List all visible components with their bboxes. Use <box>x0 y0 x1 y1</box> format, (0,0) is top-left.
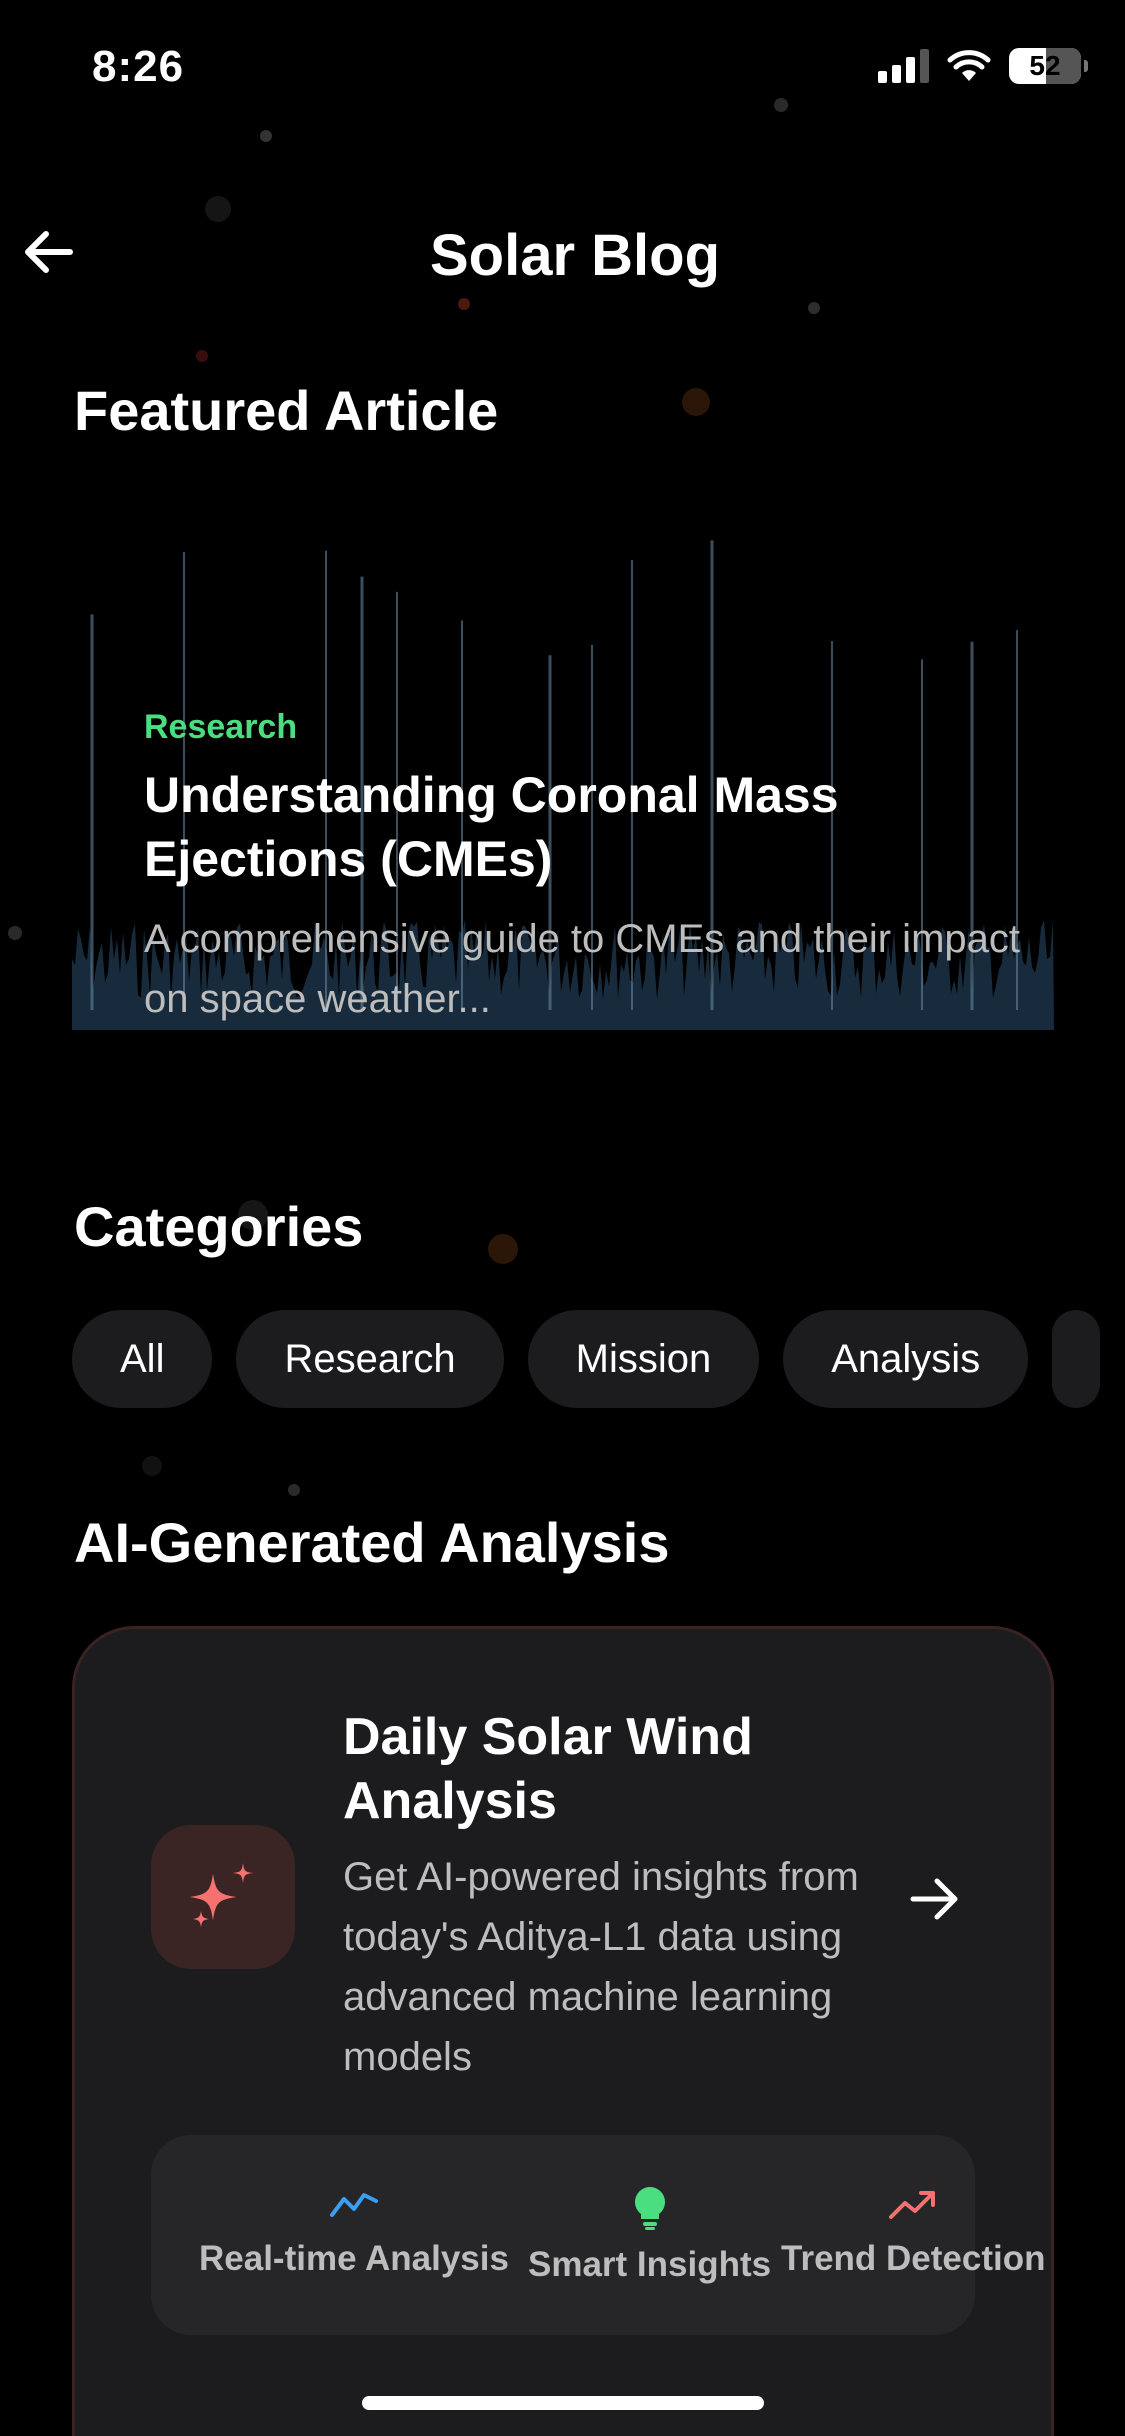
chart-noise-band <box>72 920 1054 1030</box>
home-indicator <box>362 2396 764 2410</box>
featured-title: Understanding Coronal Mass Ejections (CM… <box>144 767 839 887</box>
battery-icon: 52 <box>1009 48 1088 84</box>
category-chips: All Research Mission Analysis <box>72 1310 1101 1408</box>
line-chart-icon <box>329 2193 378 2217</box>
lightbulb-icon <box>634 2187 665 2230</box>
featured-article-card[interactable]: Research Understanding Coronal Mass Ejec… <box>72 490 1054 1090</box>
star-dot <box>260 130 272 142</box>
star-dot <box>288 1484 300 1496</box>
featured-background-chart <box>72 540 1054 1030</box>
ai-analysis-section-title: AI-Generated Analysis <box>74 1511 670 1574</box>
star-dot <box>488 1234 518 1264</box>
ai-card-title: Daily Solar Wind Analysis <box>343 1708 753 1830</box>
categories-section-title: Categories <box>74 1195 364 1258</box>
star-dot <box>8 926 22 940</box>
star-dot <box>458 298 470 310</box>
battery-level: 52 <box>1029 50 1061 81</box>
featured-text: Research Understanding Coronal Mass Ejec… <box>144 708 1024 1029</box>
category-chip-research[interactable]: Research <box>236 1310 504 1408</box>
feature-real-time-analysis: Real-time Analysis <box>199 2185 509 2279</box>
category-chip-mission[interactable]: Mission <box>527 1310 760 1408</box>
arrow-right-icon[interactable] <box>905 1869 965 1929</box>
feature-trend-detection: Trend Detection <box>781 2185 1045 2279</box>
featured-category: Research <box>144 708 298 746</box>
star-dot <box>682 388 710 416</box>
page-title: Solar Blog <box>429 223 721 288</box>
star-dot <box>196 350 208 362</box>
star-dot <box>808 302 820 314</box>
category-chip-all[interactable]: All <box>72 1310 213 1408</box>
category-chip-more[interactable] <box>1052 1310 1101 1408</box>
feature-label: Trend Detection <box>781 2239 1046 2278</box>
trending-up-icon <box>889 2191 936 2219</box>
status-icons: 52 <box>878 48 1088 84</box>
status-bar: 8:26 52 <box>0 0 1125 140</box>
feature-strip: Real-time Analysis Smart Insights Trend … <box>151 2135 1045 2335</box>
wifi-icon <box>947 50 991 81</box>
cellular-signal-icon <box>878 49 929 83</box>
sparkles-icon <box>151 1825 295 1969</box>
feature-smart-insights: Smart Insights <box>528 2185 771 2285</box>
star-dot <box>238 1200 268 1230</box>
star-dot <box>774 98 788 112</box>
ai-card-description: Get AI-powered insights from today's Adi… <box>343 1855 859 2079</box>
category-chip-analysis[interactable]: Analysis <box>783 1310 1029 1408</box>
star-dot <box>205 196 231 222</box>
status-time: 8:26 <box>92 42 185 91</box>
back-arrow-icon[interactable] <box>18 222 78 282</box>
featured-section-title: Featured Article <box>74 379 499 442</box>
feature-label: Smart Insights <box>528 2245 772 2284</box>
star-dot <box>142 1456 162 1476</box>
featured-description: A comprehensive guide to CMEs and their … <box>144 917 1020 1021</box>
daily-solar-wind-card[interactable]: Daily Solar Wind Analysis Get AI-powered… <box>72 1626 1054 2436</box>
feature-label: Real-time Analysis <box>199 2239 509 2278</box>
